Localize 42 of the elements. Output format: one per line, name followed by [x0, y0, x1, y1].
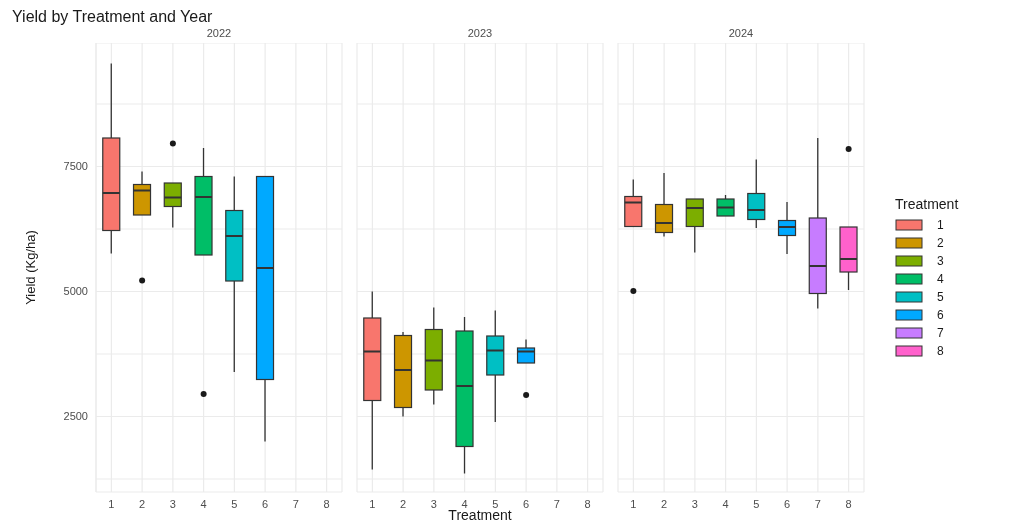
x-tick-label: 2 — [661, 497, 668, 510]
x-tick-label: 4 — [200, 497, 207, 510]
x-tick-label: 3 — [430, 497, 437, 510]
y-tick-label: 5000 — [63, 285, 88, 298]
x-tick-label: 3 — [691, 497, 698, 510]
x-tick-label: 7 — [553, 497, 560, 510]
x-tick-label: 1 — [630, 497, 637, 510]
x-tick-label: 5 — [492, 497, 499, 510]
x-tick-label: 8 — [845, 497, 852, 510]
legend-label: 4 — [937, 272, 944, 286]
x-tick-label: 2 — [400, 497, 407, 510]
chart-subtitle: 2022 — [206, 27, 232, 40]
x-tick-label: 5 — [753, 497, 760, 510]
legend-label: 7 — [937, 326, 944, 340]
x-tick-label: 5 — [231, 497, 238, 510]
x-tick-label: 6 — [262, 497, 269, 510]
x-tick-label: 6 — [784, 497, 791, 510]
x-tick-label: 2 — [139, 497, 146, 510]
legend-label: 3 — [937, 254, 944, 268]
x-tick-label: 8 — [323, 497, 330, 510]
y-tick-label: 2500 — [63, 410, 88, 423]
legend-label: 1 — [937, 218, 944, 232]
legend-label: 2 — [937, 236, 944, 250]
legend-label: 6 — [937, 308, 944, 322]
x-tick-label: 6 — [523, 497, 530, 510]
x-tick-label: 1 — [108, 497, 115, 510]
x-tick-label: 1 — [369, 497, 376, 510]
x-axis-title: Treatment — [448, 507, 512, 523]
x-tick-label: 3 — [169, 497, 176, 510]
x-tick-label: 7 — [814, 497, 821, 510]
legend-title: Treatment — [895, 196, 959, 212]
y-axis-title: Yield (Kg/ha) — [22, 230, 38, 305]
chart-subtitle: 2023 — [467, 27, 493, 40]
legend-label: 5 — [937, 290, 944, 304]
x-tick-label: 8 — [584, 497, 591, 510]
x-tick-label: 4 — [461, 497, 468, 510]
legend-label: 8 — [937, 344, 944, 358]
chart-subtitle: 2024 — [728, 27, 754, 40]
chart-title: Yield by Treatment and Year — [12, 8, 213, 25]
y-tick-label: 7500 — [63, 160, 88, 173]
x-tick-label: 7 — [292, 497, 299, 510]
x-tick-label: 4 — [722, 497, 729, 510]
